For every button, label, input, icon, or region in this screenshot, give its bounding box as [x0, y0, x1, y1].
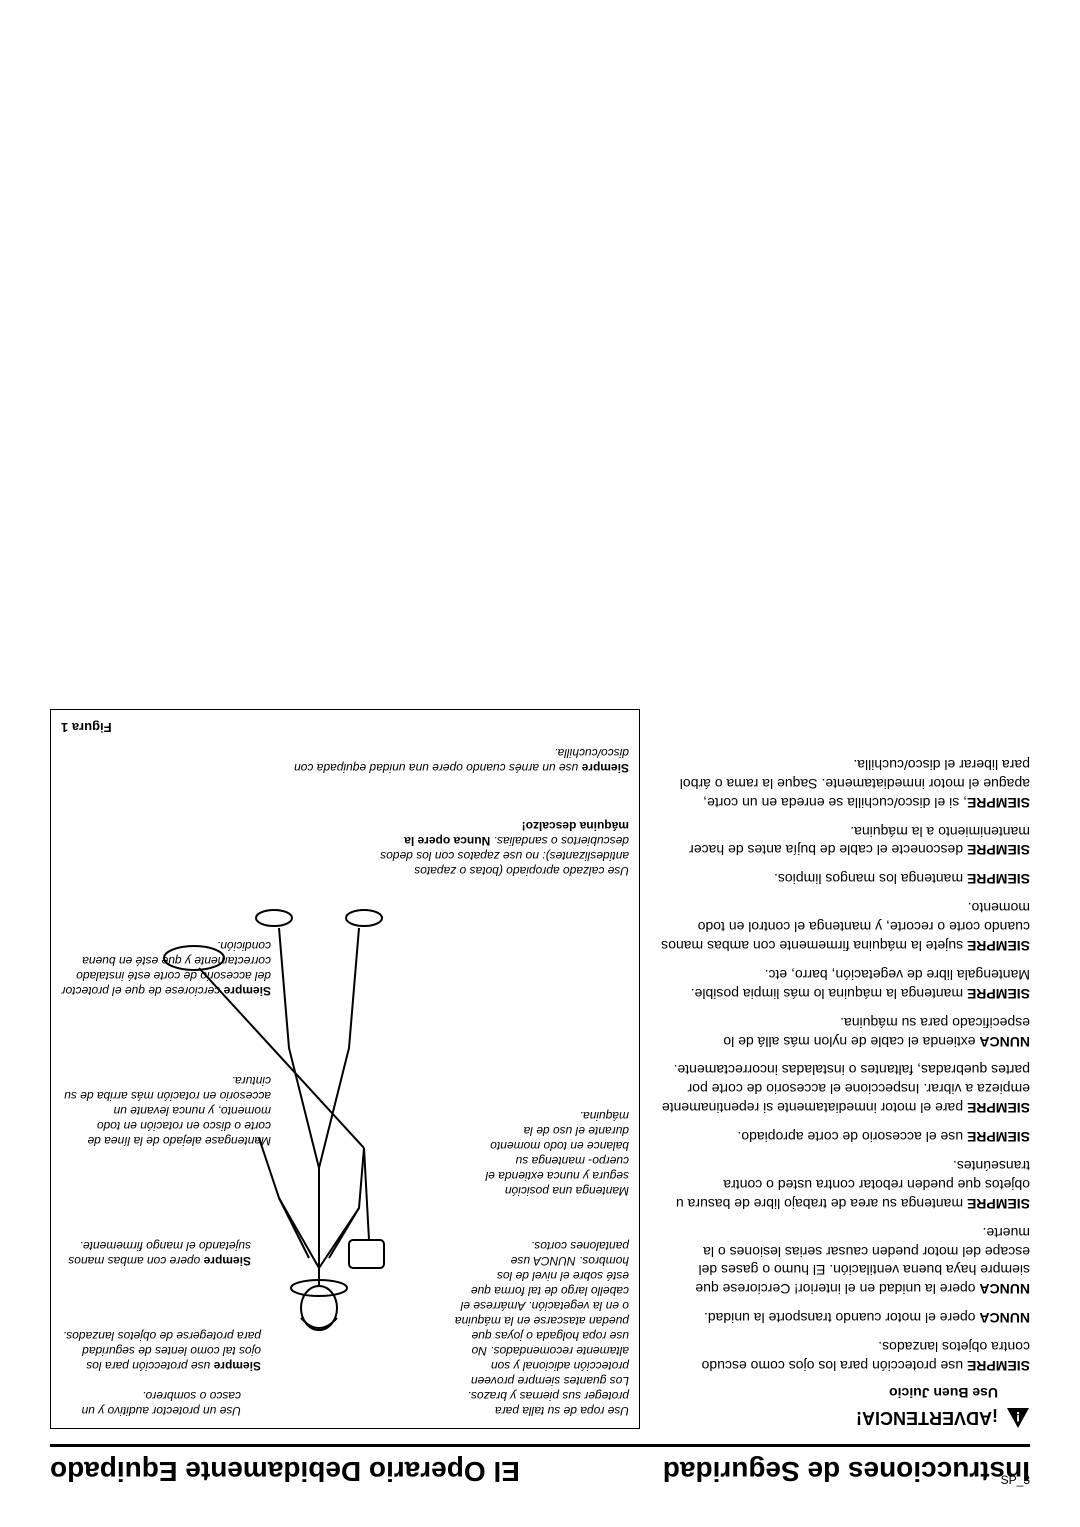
callout-footwear: Use calzado apropiado (botas o zapatos a… — [369, 818, 629, 878]
warning-subtitle: Use Buen Juicio — [660, 1385, 998, 1401]
rule-item: SIEMPRE, si el disco/cuchilla se enreda … — [660, 755, 1030, 812]
rules-column: ! ¡ADVERTENCIA! Use Buen Juicio SIEMPRE … — [660, 709, 1030, 1429]
page: SP_3 Instrucciones de Seguridad El Opera… — [0, 0, 1080, 1527]
warning-title: ¡ADVERTENCIA! — [856, 1408, 998, 1429]
figure-label: Figura 1 — [61, 720, 112, 735]
rule-item: NUNCA opere el motor cuando transporte l… — [660, 1308, 1030, 1327]
callout-helmet: Use un protector auditivo y un casco o s… — [61, 1388, 241, 1418]
callout-clothing: Use ropa de su talla para proteger sus p… — [449, 1238, 629, 1418]
rule-item: SIEMPRE pare el motor inmediatamente si … — [660, 1061, 1030, 1118]
callout-harness: Siempre use un arnés cuando opere una un… — [279, 745, 629, 775]
rule-item: SIEMPRE mantenga su area de trabajo libr… — [660, 1156, 1030, 1213]
rule-item: NUNCA opere la unidad en el interior! Ce… — [660, 1223, 1030, 1299]
rule-item: SIEMPRE desconecte el cable de bujía ant… — [660, 822, 1030, 860]
rule-item: SIEMPRE use protección para los ojos com… — [660, 1337, 1030, 1375]
callout-guard: Siempre cerciorese de que el protector d… — [61, 938, 271, 998]
callout-hands: Siempre opere con ambas manos sujetando … — [61, 1238, 251, 1268]
callout-posture: Mantenga una posición segura y nunca ext… — [479, 1108, 629, 1198]
figure-box: Use ropa de su talla para proteger sus p… — [50, 709, 640, 1429]
page-header: Instrucciones de Seguridad El Operario D… — [50, 1444, 1030, 1487]
warning-header: ! ¡ADVERTENCIA! — [660, 1407, 1030, 1429]
header-right: El Operario Debidamente Equipado — [50, 1455, 520, 1487]
callout-eyes: Siempre use protección para los ojos tal… — [61, 1328, 261, 1373]
rule-item: SIEMPRE mantenga los mangos limpios. — [660, 869, 1030, 888]
rules-list: SIEMPRE use protección para los ojos com… — [660, 755, 1030, 1375]
svg-text:!: ! — [1016, 1409, 1021, 1425]
warning-triangle-icon: ! — [1006, 1407, 1030, 1429]
callout-rotation: Mantengase alejado de la línea de corte … — [61, 1073, 271, 1148]
rule-item: SIEMPRE mantenga la máquina lo más limpi… — [660, 965, 1030, 1003]
header-left: Instrucciones de Seguridad — [663, 1455, 1030, 1487]
content-area: ! ¡ADVERTENCIA! Use Buen Juicio SIEMPRE … — [50, 709, 1030, 1429]
rule-item: SIEMPRE use el accesorio de corte apropi… — [660, 1127, 1030, 1146]
page-number: SP_3 — [1001, 1473, 1030, 1487]
rule-item: SIEMPRE sujete la máquina firmemente con… — [660, 898, 1030, 955]
rule-item: NUNCA extienda el cable de nylon más all… — [660, 1013, 1030, 1051]
